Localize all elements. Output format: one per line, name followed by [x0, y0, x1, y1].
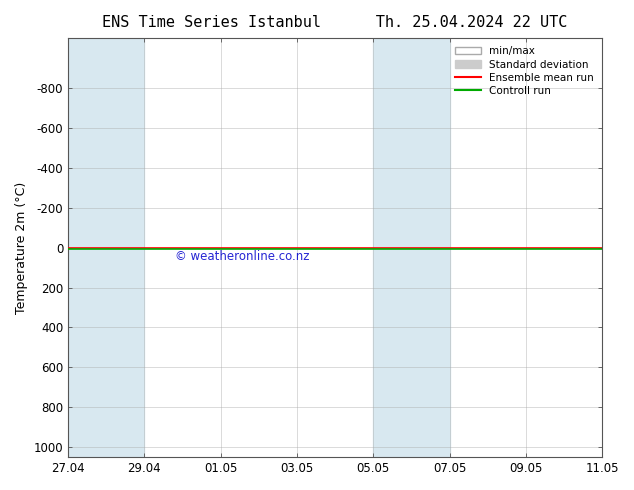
- Legend: min/max, Standard deviation, Ensemble mean run, Controll run: min/max, Standard deviation, Ensemble me…: [451, 43, 597, 99]
- Bar: [373, 38, 450, 457]
- Bar: [68, 38, 145, 457]
- Y-axis label: Temperature 2m (°C): Temperature 2m (°C): [15, 181, 28, 314]
- Text: © weatheronline.co.nz: © weatheronline.co.nz: [175, 249, 309, 263]
- Title: ENS Time Series Istanbul      Th. 25.04.2024 22 UTC: ENS Time Series Istanbul Th. 25.04.2024 …: [103, 15, 568, 30]
